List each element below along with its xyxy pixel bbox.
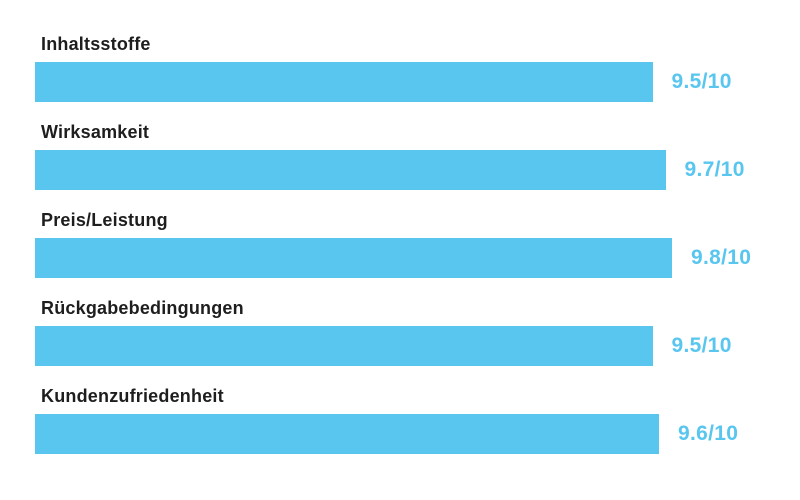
rating-row: Wirksamkeit 9.7/10 bbox=[35, 122, 800, 190]
rating-row: Preis/Leistung 9.8/10 bbox=[35, 210, 800, 278]
rating-score-label: 9.6/10 bbox=[678, 422, 739, 445]
rating-bar-line: 9.8/10 bbox=[35, 238, 800, 278]
rating-category-label: Kundenzufriedenheit bbox=[41, 386, 224, 406]
rating-row: Inhaltsstoffe 9.5/10 bbox=[35, 34, 800, 102]
rating-bar-line: 9.5/10 bbox=[35, 326, 800, 366]
rating-bar-line: 9.7/10 bbox=[35, 150, 800, 190]
rating-score-label: 9.5/10 bbox=[671, 334, 732, 357]
rating-bar bbox=[35, 62, 653, 102]
rating-bar bbox=[35, 150, 666, 190]
rating-bar bbox=[35, 238, 672, 278]
rating-score-label: 9.7/10 bbox=[684, 158, 745, 181]
rating-category-label: Wirksamkeit bbox=[41, 122, 150, 142]
rating-row: Rückgabebedingungen 9.5/10 bbox=[35, 298, 800, 366]
rating-bar-line: 9.6/10 bbox=[35, 414, 800, 454]
rating-score-label: 9.5/10 bbox=[671, 70, 732, 93]
rating-category-label: Rückgabebedingungen bbox=[41, 298, 244, 318]
rating-category-label: Inhaltsstoffe bbox=[41, 34, 151, 54]
rating-bar bbox=[35, 326, 653, 366]
rating-bar bbox=[35, 414, 659, 454]
rating-score-label: 9.8/10 bbox=[691, 246, 752, 269]
rating-row: Kundenzufriedenheit 9.6/10 bbox=[35, 386, 800, 454]
rating-category-label: Preis/Leistung bbox=[41, 210, 168, 230]
rating-bar-line: 9.5/10 bbox=[35, 62, 800, 102]
